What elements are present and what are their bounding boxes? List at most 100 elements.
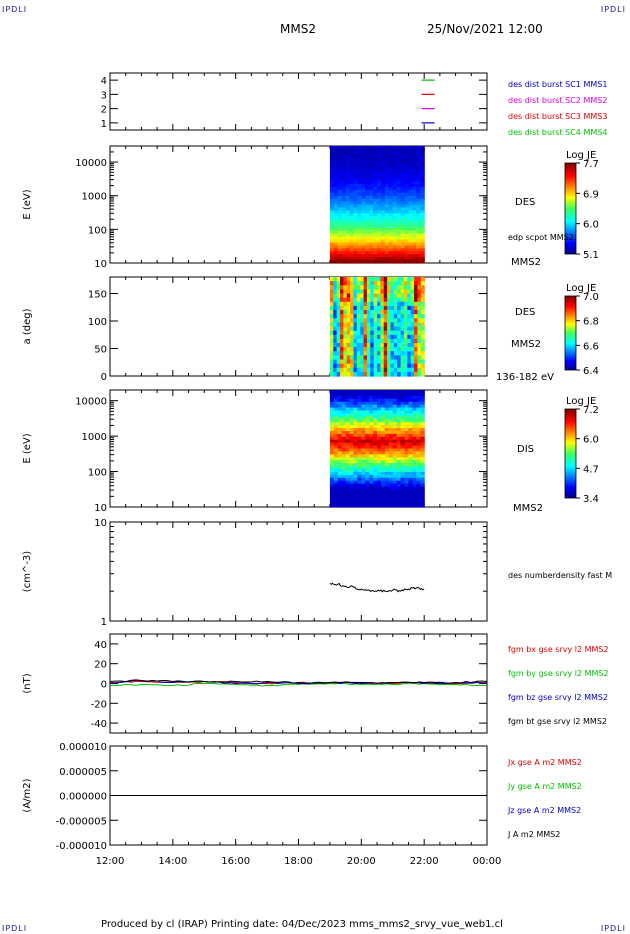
des-spectrogram-cell xyxy=(377,184,382,188)
dis-spectrogram-cell xyxy=(353,460,359,464)
des-spectrogram-cell xyxy=(357,181,362,185)
dis-spectrogram-cell xyxy=(380,413,386,417)
dis-spectrogram-cell xyxy=(329,457,335,461)
pitch-angle-cell xyxy=(340,293,344,299)
dis-spectrogram-cell xyxy=(408,504,413,508)
legend-entry: fgm by gse srvy l2 MMS2 xyxy=(508,669,609,678)
des-spectrogram-cell xyxy=(388,169,394,173)
dis-spectrogram-cell xyxy=(392,395,398,400)
pitch-angle-cell xyxy=(400,363,405,369)
dis-spectrogram-cell xyxy=(365,451,370,455)
dis-spectrogram-cell xyxy=(373,428,378,432)
des-spectrogram-cell xyxy=(329,154,335,159)
pitch-angle-cell xyxy=(350,343,355,348)
pitch-angle-cell xyxy=(407,285,412,290)
dis-spectrogram-cell xyxy=(357,428,362,432)
des-spectrogram-cell xyxy=(345,257,351,261)
dis-spectrogram-cell xyxy=(341,471,347,476)
pitch-angle-cell xyxy=(414,326,419,332)
dis-spectrogram-cell xyxy=(357,398,362,403)
dis-spectrogram-cell xyxy=(369,483,374,488)
dis-spectrogram-cell xyxy=(357,425,362,429)
dis-spectrogram-cell xyxy=(357,422,362,426)
pitch-angle-cell xyxy=(356,367,361,373)
pitch-angle-cell xyxy=(373,314,378,319)
colorbar-tick-label: 4.7 xyxy=(583,464,599,475)
pitch-angle-cell xyxy=(383,359,388,365)
des-spectrogram-cell xyxy=(377,257,382,261)
dis-spectrogram-cell xyxy=(400,425,406,429)
pitch-angle-cell xyxy=(383,322,388,328)
des-spectrogram-cell xyxy=(345,172,351,176)
pitch-angle-cell xyxy=(417,293,422,299)
des-spectrogram-cell xyxy=(396,172,402,176)
des-spectrogram-cell xyxy=(333,222,339,226)
des-spectrogram-cell xyxy=(337,233,343,238)
pitch-angle-cell xyxy=(414,343,419,348)
dis-spectrogram-cell xyxy=(349,416,355,420)
dis-spectrogram-cell xyxy=(380,457,386,461)
des-spectrogram-cell xyxy=(408,210,413,214)
dis-spectrogram-cell xyxy=(353,428,359,432)
des-spectrogram-cell xyxy=(337,254,343,258)
dis-spectrogram-cell xyxy=(384,483,390,488)
des-spectrogram-cell xyxy=(408,186,413,191)
pitch-angle-cell xyxy=(397,277,402,282)
des-spectrogram-cell xyxy=(377,172,382,176)
des-spectrogram-cell xyxy=(373,239,378,244)
des-spectrogram-cell xyxy=(373,184,378,188)
dis-spectrogram-cell xyxy=(373,401,378,406)
des-spectrogram-cell xyxy=(392,224,398,229)
dis-spectrogram-cell xyxy=(396,495,402,499)
pitch-angle-cell xyxy=(397,293,402,299)
pitch-angle-cell xyxy=(360,318,365,323)
dis-spectrogram-cell xyxy=(412,504,417,508)
dis-spectrogram-cell xyxy=(400,460,406,464)
dis-spectrogram-cell xyxy=(337,463,343,467)
pitch-angle-cell xyxy=(420,277,425,282)
des-spectrogram-cell xyxy=(420,219,425,223)
des-spectrogram-cell xyxy=(404,160,410,165)
des-spectrogram-cell xyxy=(353,160,359,165)
pitch-angle-cell xyxy=(390,371,395,377)
dis-spectrogram-cell xyxy=(384,480,390,485)
pitch-angle-cell xyxy=(346,367,351,373)
des-spectrogram-cell xyxy=(404,257,410,261)
pitch-angle-cell xyxy=(410,326,415,332)
dis-spectrogram-cell xyxy=(369,413,374,417)
pitch-angle-cell xyxy=(407,305,412,311)
dis-spectrogram-cell xyxy=(345,439,351,444)
dis-spectrogram-cell xyxy=(412,390,417,394)
pitch-angle-cell xyxy=(393,305,398,311)
dis-spectrogram-cell xyxy=(345,468,351,473)
pitch-angle-cell xyxy=(377,281,382,286)
des-spectrogram-cell xyxy=(377,201,382,206)
des-spectrogram-cell xyxy=(349,169,355,173)
pitch-angle-cell xyxy=(373,326,378,332)
des-spectrogram-cell xyxy=(377,248,382,252)
dis-spectrogram-cell xyxy=(341,474,347,479)
des-spectrogram-cell xyxy=(341,254,347,258)
dis-spectrogram-cell xyxy=(353,419,359,423)
pitch-angle-cell xyxy=(343,351,348,356)
dis-spectrogram-cell xyxy=(420,430,425,435)
pitch-angle-cell xyxy=(343,301,348,307)
des-spectrogram-cell xyxy=(384,204,390,209)
pitch-angle-cell xyxy=(356,277,361,282)
dis-spectrogram-cell xyxy=(408,413,413,417)
dis-spectrogram-cell xyxy=(388,436,394,441)
des-spectrogram-cell xyxy=(341,201,347,206)
dis-spectrogram-cell xyxy=(404,486,410,491)
des-spectrogram-cell xyxy=(341,207,347,211)
dis-spectrogram-cell xyxy=(329,428,335,432)
pitch-angle-cell xyxy=(403,330,408,336)
des-spectrogram-cell xyxy=(388,239,394,244)
pitch-angle-cell xyxy=(373,322,378,328)
des-spectrogram-cell xyxy=(420,210,425,214)
dis-spectrogram-cell xyxy=(353,486,359,491)
des-spectrogram-cell xyxy=(333,184,339,188)
dis-spectrogram-cell xyxy=(337,448,343,453)
des-spectrogram-cell xyxy=(365,224,370,229)
des-spectrogram-cell xyxy=(353,227,359,232)
des-spectrogram-cell xyxy=(420,239,425,244)
